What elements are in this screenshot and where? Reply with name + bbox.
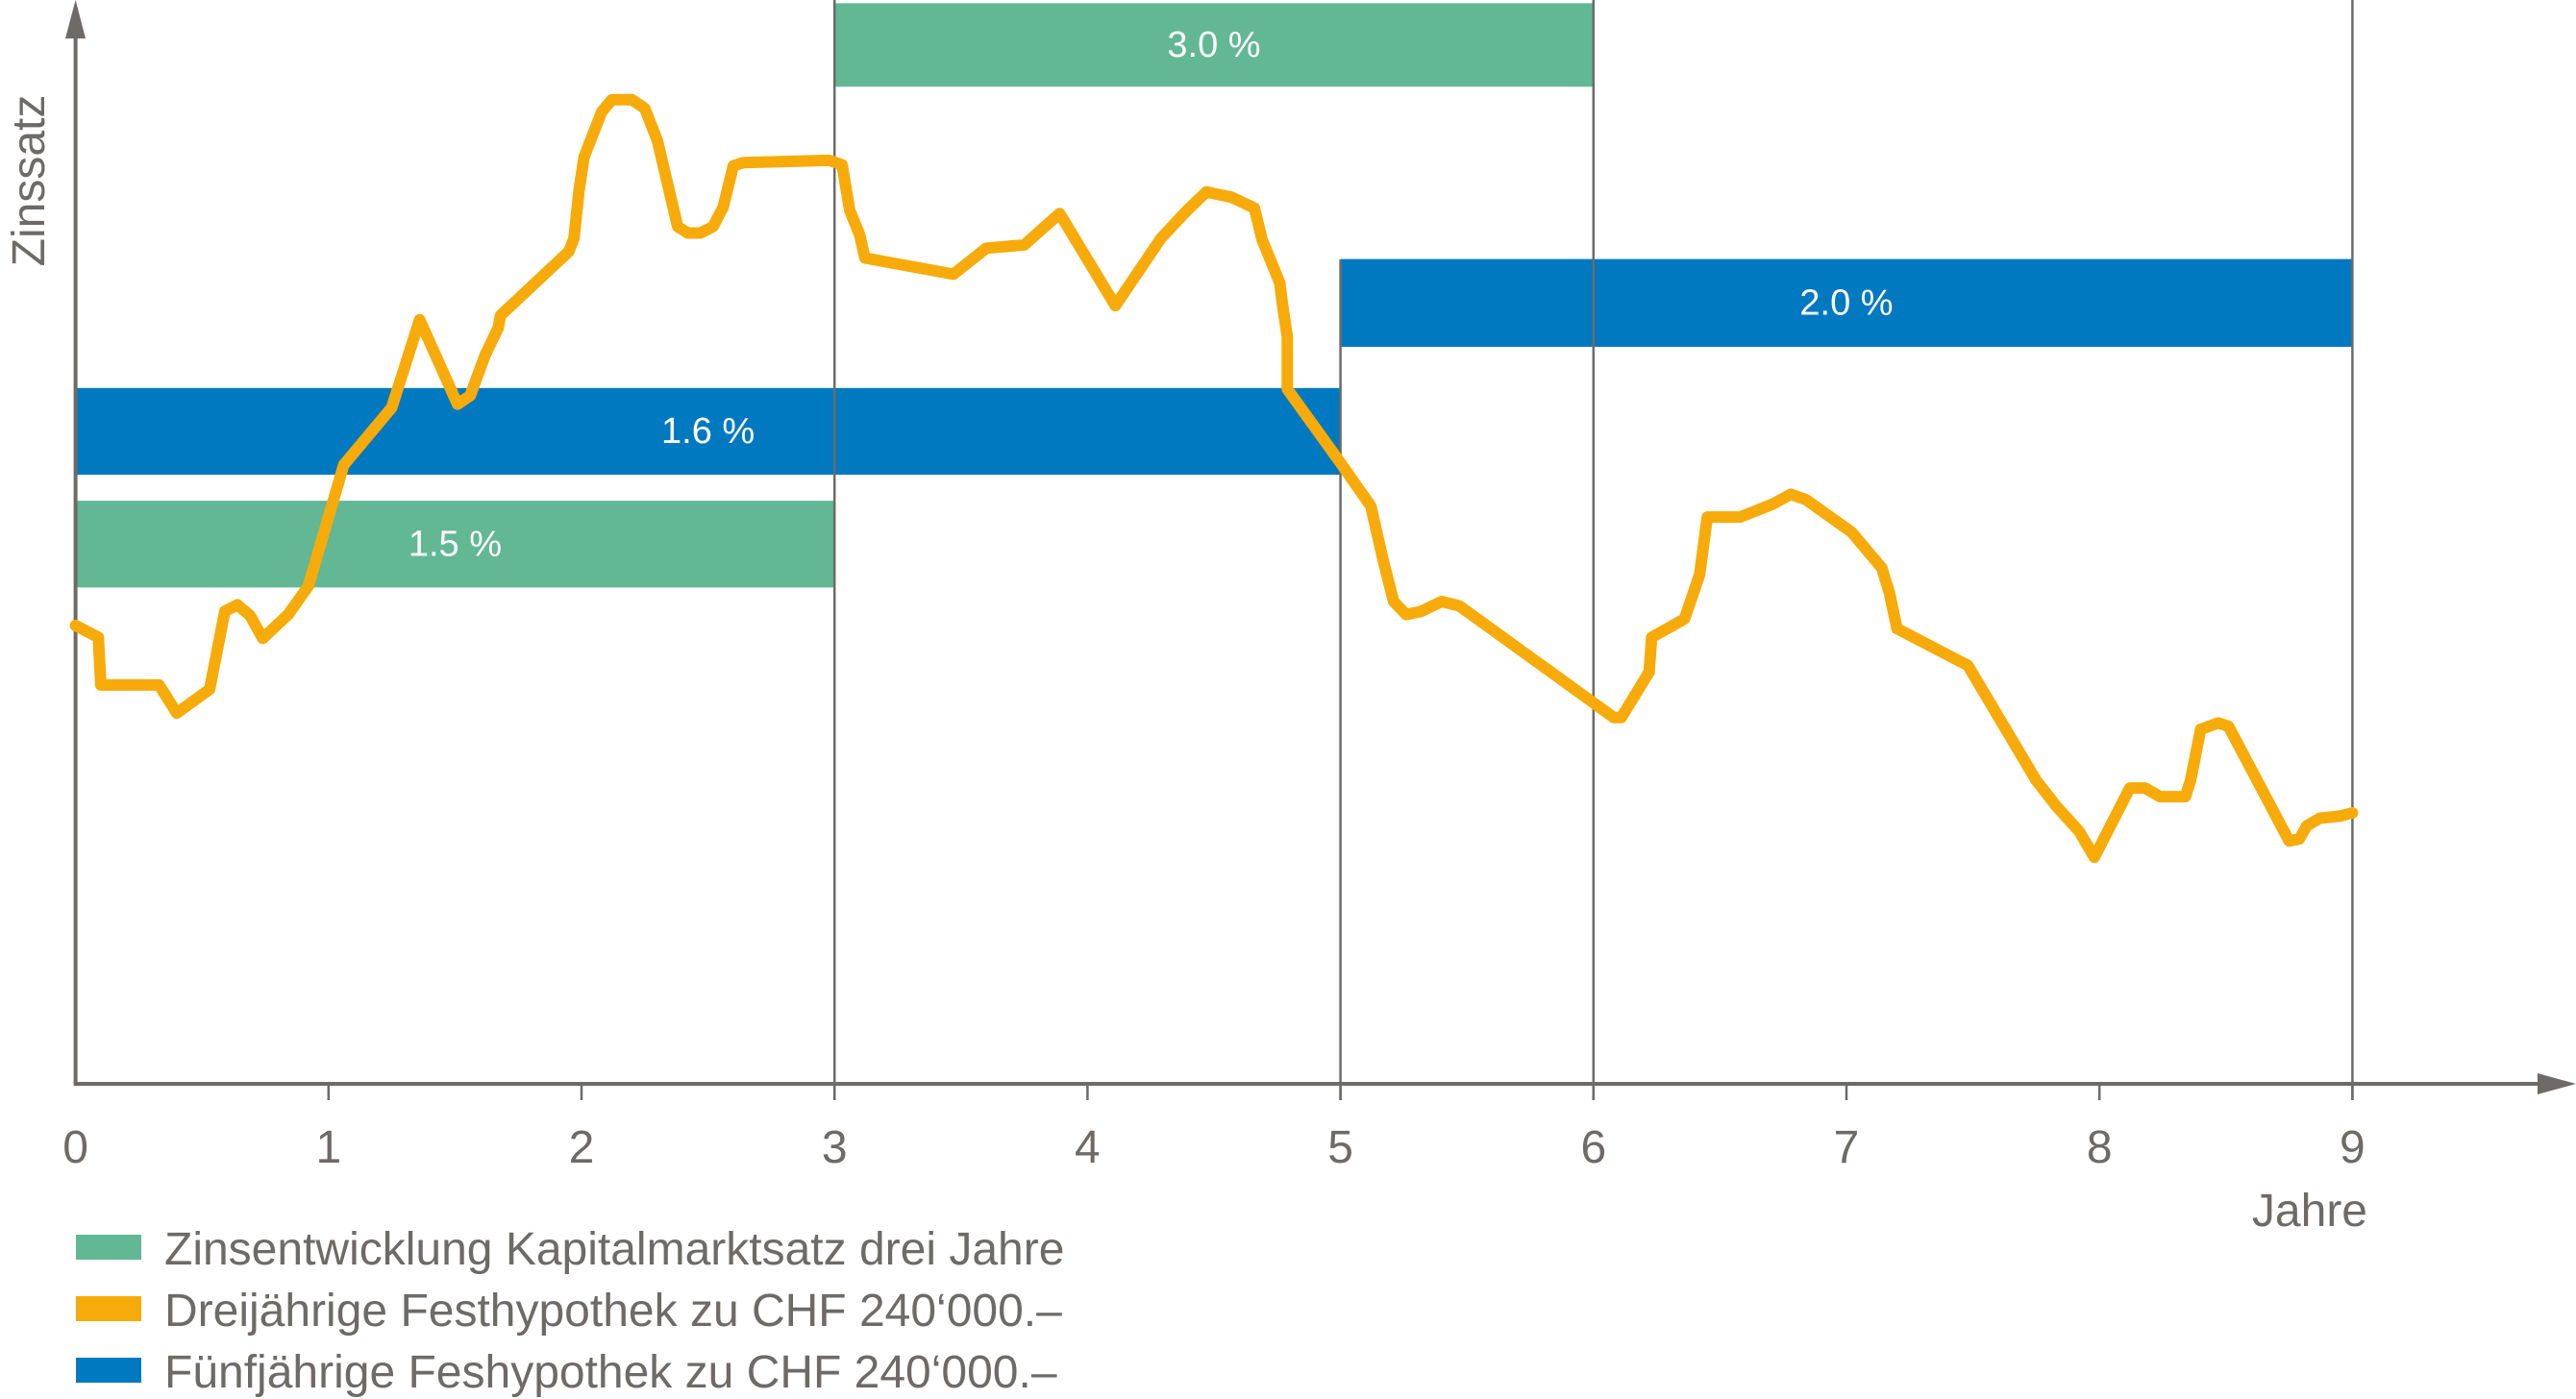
vertical-gridlines — [832, 0, 2354, 1100]
x-tick-label: 6 — [1580, 1122, 1606, 1173]
x-axis-label: Jahre — [2252, 1186, 2367, 1237]
x-ticks: 0 1 2 3 4 5 6 7 8 9 — [62, 1084, 2365, 1173]
legend-swatch-green — [76, 1235, 141, 1260]
bar-label: 1.6 % — [661, 411, 755, 452]
x-tick-label: 0 — [62, 1122, 88, 1173]
x-tick-label: 9 — [2340, 1122, 2365, 1173]
rate-bar — [75, 387, 1341, 476]
y-axis-label: Zinssatz — [4, 95, 55, 267]
legend-label: Dreijährige Festhypothek zu CHF 240‘000.… — [164, 1286, 1062, 1337]
x-tick-label: 5 — [1327, 1122, 1353, 1173]
rate-bar — [1340, 258, 2353, 347]
x-tick-label: 8 — [2087, 1122, 2113, 1173]
x-axis-arrow — [2538, 1073, 2576, 1094]
x-tick-label: 4 — [1075, 1122, 1101, 1173]
rate-bars — [75, 3, 2353, 588]
x-tick-label: 3 — [822, 1122, 848, 1173]
bar-labels: 3.0 % 2.0 % 1.6 % 1.5 % — [409, 25, 1894, 564]
bar-label: 3.0 % — [1167, 25, 1260, 65]
rate-bar — [75, 501, 835, 588]
x-tick-label: 7 — [1834, 1122, 1860, 1173]
legend-label: Zinsentwicklung Kapitalmarktsatz drei Ja… — [164, 1224, 1064, 1275]
legend-swatch-blue — [76, 1358, 141, 1383]
y-axis-arrow — [65, 0, 86, 38]
series-line-dreijaehrige-festhypothek — [69, 93, 2359, 864]
legend: Zinsentwicklung Kapitalmarktsatz drei Ja… — [76, 1224, 1064, 1398]
legend-label: Fünfjährige Feshypothek zu CHF 240‘000.– — [164, 1347, 1057, 1398]
legend-swatch-orange — [76, 1296, 141, 1321]
axes — [65, 0, 2576, 1094]
x-tick-label: 2 — [569, 1122, 595, 1173]
x-tick-label: 1 — [315, 1122, 341, 1173]
bar-label: 2.0 % — [1799, 282, 1893, 323]
bar-label: 1.5 % — [409, 524, 502, 564]
rate-bar — [834, 3, 1594, 87]
